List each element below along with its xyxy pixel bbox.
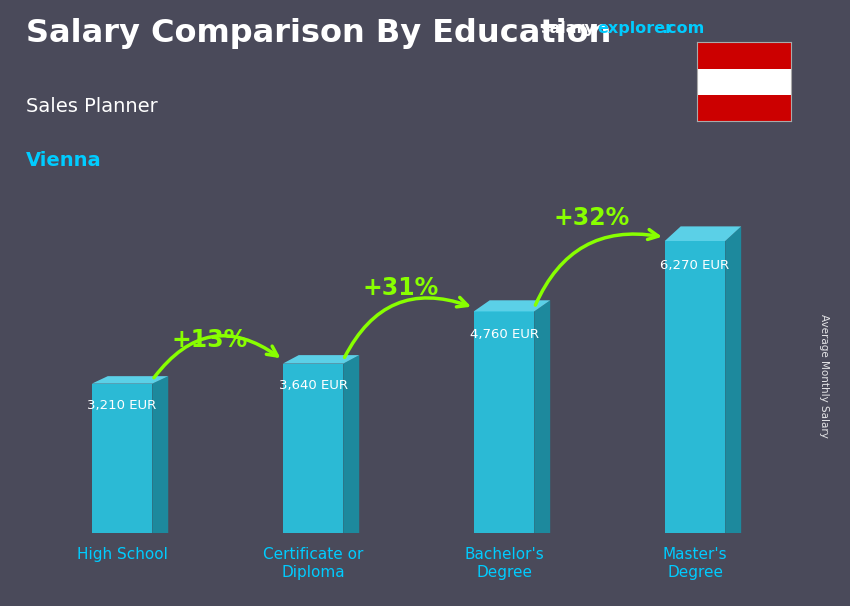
Polygon shape: [473, 311, 535, 533]
Text: +32%: +32%: [553, 205, 630, 230]
Text: +31%: +31%: [362, 276, 439, 300]
Polygon shape: [92, 376, 168, 384]
Polygon shape: [665, 241, 725, 533]
Polygon shape: [152, 376, 168, 533]
Text: salary: salary: [540, 21, 595, 36]
Polygon shape: [283, 355, 360, 364]
Text: 3,640 EUR: 3,640 EUR: [279, 379, 348, 391]
Bar: [697, 95, 791, 121]
Bar: [697, 68, 791, 95]
Polygon shape: [665, 227, 741, 241]
Text: 6,270 EUR: 6,270 EUR: [660, 259, 729, 271]
Text: Sales Planner: Sales Planner: [26, 97, 157, 116]
Text: 4,760 EUR: 4,760 EUR: [469, 328, 539, 341]
Text: .com: .com: [661, 21, 705, 36]
Polygon shape: [283, 364, 343, 533]
Text: Salary Comparison By Education: Salary Comparison By Education: [26, 18, 611, 49]
Polygon shape: [343, 355, 360, 533]
Polygon shape: [535, 301, 550, 533]
Text: explorer: explorer: [598, 21, 674, 36]
Polygon shape: [473, 301, 550, 311]
Polygon shape: [725, 227, 741, 533]
Text: Vienna: Vienna: [26, 152, 101, 170]
Bar: [697, 42, 791, 68]
Polygon shape: [92, 384, 152, 533]
Text: 3,210 EUR: 3,210 EUR: [88, 399, 156, 411]
Text: +13%: +13%: [172, 328, 247, 352]
Text: Average Monthly Salary: Average Monthly Salary: [819, 314, 829, 438]
